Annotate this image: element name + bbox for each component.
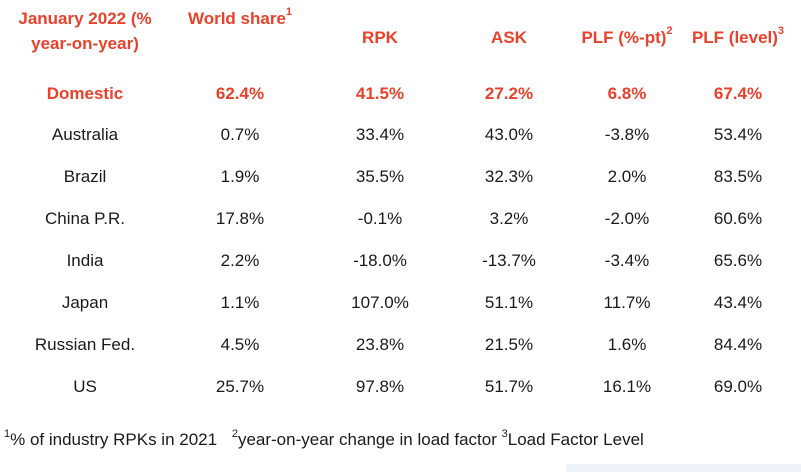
cell-market: Russian Fed. (34, 335, 136, 354)
footnote-3-text: Load Factor Level (507, 430, 644, 449)
cell-plf-level: 65.6% (713, 251, 763, 270)
header-rpk-label: RPK (362, 27, 398, 47)
header-world-share-footnote-marker: 1 (285, 6, 293, 19)
table-row: China P.R. 17.8% -0.1% 3.2% -2.0% 60.6% (0, 198, 790, 240)
cell-rpk: 107.0% (351, 293, 409, 312)
cell-market: US (73, 377, 97, 396)
cell-ask: 51.1% (484, 293, 534, 312)
cell-rpk: 35.5% (355, 167, 405, 186)
cell-rpk: 23.8% (355, 335, 405, 354)
cell-plf-pt: 11.7% (603, 293, 651, 312)
cell-ask: 3.2% (489, 209, 529, 228)
cell-rpk: -18.0% (353, 251, 407, 270)
cell-plf-pt: -2.0% (604, 209, 650, 228)
cell-ask: -13.7% (482, 251, 536, 270)
table-row: US 25.7% 97.8% 51.7% 16.1% 69.0% (0, 366, 790, 408)
cell-market: Japan (61, 293, 109, 312)
cell-plf-level: 67.4% (713, 84, 763, 103)
cell-world-share: 17.8% (215, 209, 265, 228)
cell-market: Domestic (46, 84, 124, 103)
cell-rpk: -0.1% (357, 209, 403, 228)
footnote-1-text: % of industry RPKs in 2021 (10, 430, 218, 449)
header-ask: ASK (450, 0, 568, 74)
header-rpk: RPK (310, 0, 450, 74)
footnotes: 1% of industry RPKs in 2021 2year-on-yea… (4, 428, 644, 450)
cell-rpk: 41.5% (355, 84, 405, 103)
cell-plf-pt: 2.0% (607, 167, 647, 186)
header-period-line2: year-on-year) (31, 34, 139, 53)
cell-market: Brazil (63, 167, 107, 186)
cell-ask: 27.2% (484, 84, 534, 103)
bottom-right-tint (566, 464, 801, 472)
cell-plf-pt: 6.8% (607, 84, 647, 103)
header-plf-pt-footnote-marker: 2 (666, 24, 673, 37)
cell-plf-level: 43.4% (713, 293, 763, 312)
cell-market: India (66, 251, 104, 270)
cell-plf-level: 84.4% (713, 335, 763, 354)
cell-world-share: 25.7% (215, 377, 265, 396)
table-row: Australia 0.7% 33.4% 43.0% -3.8% 53.4% (0, 114, 790, 156)
header-world-share-label: World share (187, 9, 286, 28)
header-row: January 2022 (% year-on-year) World shar… (0, 0, 790, 74)
cell-market: Australia (51, 125, 119, 144)
cell-ask: 51.7% (484, 377, 534, 396)
cell-ask: 43.0% (484, 125, 534, 144)
header-period-line1: January 2022 (% (18, 9, 152, 28)
header-plf-level-footnote-marker: 3 (777, 24, 785, 37)
cell-world-share: 62.4% (215, 84, 265, 103)
cell-rpk: 97.8% (355, 377, 405, 396)
table-row-domestic: Domestic 62.4% 41.5% 27.2% 6.8% 67.4% (0, 74, 790, 114)
cell-rpk: 33.4% (355, 125, 405, 144)
footnote-3-marker: 3 (501, 428, 508, 441)
cell-ask: 32.3% (484, 167, 534, 186)
cell-world-share: 0.7% (220, 125, 260, 144)
cell-plf-pt: -3.4% (604, 251, 650, 270)
cell-plf-pt: 16.1% (602, 377, 652, 396)
data-table-container: January 2022 (% year-on-year) World shar… (0, 0, 790, 408)
table-header: January 2022 (% year-on-year) World shar… (0, 0, 790, 74)
cell-market: China P.R. (44, 209, 125, 228)
cell-plf-pt: 1.6% (607, 335, 647, 354)
header-period: January 2022 (% year-on-year) (0, 0, 170, 74)
footnote-2-text: year-on-year change in load factor (237, 430, 497, 449)
header-plf-pt-label: PLF (%-pt) (581, 27, 667, 47)
domestic-markets-table: January 2022 (% year-on-year) World shar… (0, 0, 790, 408)
header-plf-level-label: PLF (level) (691, 27, 778, 47)
header-ask-label: ASK (491, 27, 527, 47)
table-body: Domestic 62.4% 41.5% 27.2% 6.8% 67.4% Au… (0, 74, 790, 408)
table-row: Japan 1.1% 107.0% 51.1% 11.7% 43.4% (0, 282, 790, 324)
header-plf-level: PLF (level)3 (686, 0, 790, 74)
cell-plf-pt: -3.8% (604, 125, 650, 144)
cell-world-share: 4.5% (220, 335, 260, 354)
cell-world-share: 1.9% (220, 167, 260, 186)
header-world-share: World share1 (170, 0, 310, 74)
table-row: Brazil 1.9% 35.5% 32.3% 2.0% 83.5% (0, 156, 790, 198)
table-row: India 2.2% -18.0% -13.7% -3.4% 65.6% (0, 240, 790, 282)
table-row: Russian Fed. 4.5% 23.8% 21.5% 1.6% 84.4% (0, 324, 790, 366)
cell-ask: 21.5% (484, 335, 534, 354)
cell-plf-level: 83.5% (713, 167, 763, 186)
cell-plf-level: 53.4% (713, 125, 763, 144)
cell-plf-level: 69.0% (713, 377, 763, 396)
cell-world-share: 2.2% (220, 251, 260, 270)
cell-plf-level: 60.6% (713, 209, 763, 228)
footnote-2-marker: 2 (231, 428, 238, 441)
cell-world-share: 1.1% (220, 293, 260, 312)
footnote-1-marker: 1 (4, 428, 11, 441)
header-plf-pt: PLF (%-pt)2 (568, 0, 686, 74)
